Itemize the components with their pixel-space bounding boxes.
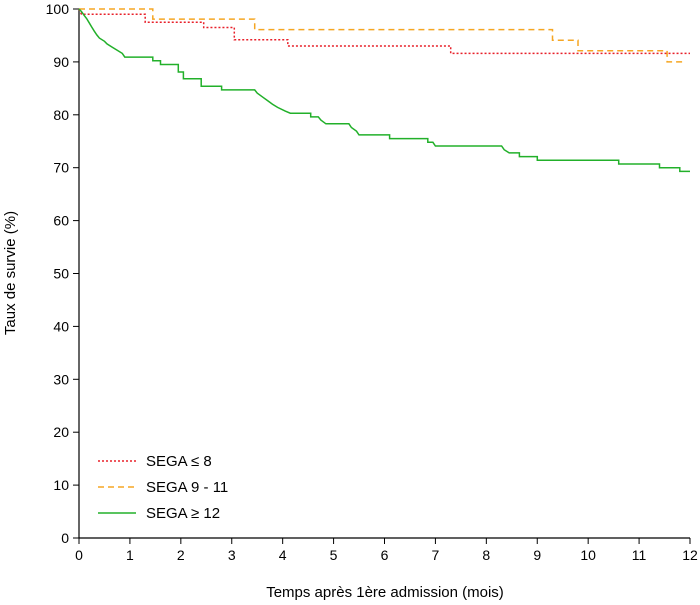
y-tick-label: 30 [53,371,69,387]
x-tick-label: 10 [580,547,596,563]
legend-label-2: SEGA ≥ 12 [146,505,220,522]
x-tick-label: 3 [228,547,236,563]
x-tick-label: 2 [177,547,185,563]
y-tick-label: 50 [53,266,69,282]
x-tick-label: 9 [533,547,541,563]
x-tick-label: 8 [482,547,490,563]
y-tick-label: 90 [53,54,69,70]
y-tick-label: 60 [53,213,69,229]
x-tick-label: 1 [126,547,134,563]
y-tick-label: 40 [53,318,69,334]
x-tick-label: 6 [381,547,389,563]
x-tick-label: 12 [682,547,698,563]
y-tick-label: 10 [53,477,69,493]
y-tick-label: 80 [53,107,69,123]
x-tick-label: 0 [75,547,83,563]
x-tick-label: 4 [279,547,287,563]
series-line-0 [78,8,690,55]
x-tick-label: 5 [330,547,338,563]
y-tick-label: 100 [46,1,70,17]
y-axis-title: Taux de survie (%) [2,211,19,335]
legend: SEGA ≤ 8 SEGA 9 - 11 SEGA ≥ 12 [98,453,228,522]
series-layer [78,8,690,173]
x-tick-label: 7 [432,547,440,563]
legend-label-0: SEGA ≤ 8 [146,453,212,470]
x-tick-label: 11 [632,547,647,563]
x-axis-title: Temps après 1ère admission (mois) [266,584,504,601]
y-tick-label: 0 [61,530,69,546]
series-line-1 [79,8,685,63]
y-tick-label: 20 [53,424,69,440]
y-tick-label: 70 [53,160,69,176]
legend-label-1: SEGA 9 - 11 [146,479,228,496]
series-line-2 [78,8,690,173]
